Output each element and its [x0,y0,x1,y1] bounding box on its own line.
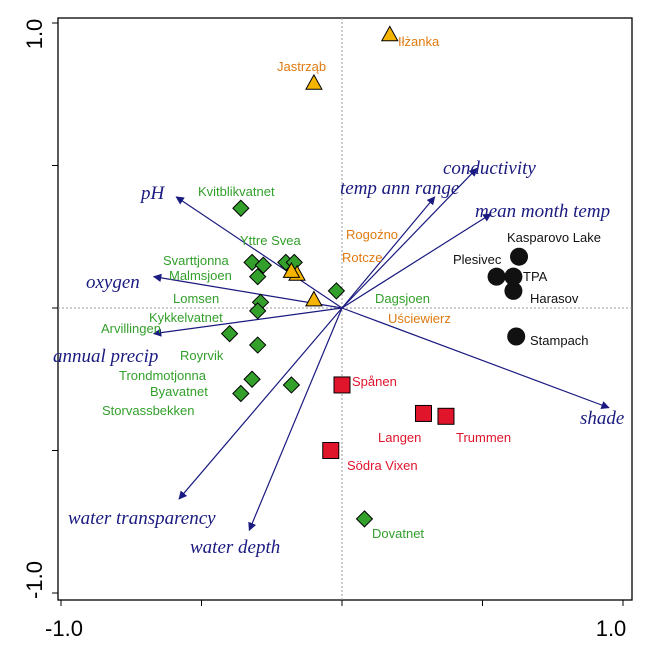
vector-temp-ann-range [341,196,436,309]
plot-frame [57,17,633,601]
point-label-byavatnet: Byavatnet [150,384,208,399]
point-label-lomsen: Lomsen [173,291,219,306]
point-label-tpa: TPA [523,269,548,284]
vector-conductivity [341,167,478,309]
point-unlabeled-0-14 [254,256,273,274]
vector-water-transparency [178,307,343,500]
vector-label-annual-precip: annual precip [53,346,158,367]
point-i-anka [380,25,399,42]
point-label-kasparovo-lake: Kasparovo Lake [507,230,601,245]
point-tpa [504,267,523,286]
point-trondmotjonna [243,370,261,388]
point-label-i-anka: Iłżanka [398,34,440,49]
point-u-ciewierz [305,290,323,307]
point-dagsjoen [327,282,346,300]
vector-label-conductivity: conductivity [443,158,536,179]
point-label-trummen: Trummen [456,430,511,445]
zero-reference-lines [58,18,632,600]
point-label-jastrz-b: Jastrząb [277,59,326,74]
point-byavatnet [232,384,250,403]
point-label-arvillingen: Arvillingen [101,321,161,336]
point-s-dra-vixen [322,442,340,459]
vector-label-temp-ann-range: temp ann range [340,178,459,199]
vector-shade [341,307,610,410]
point-label-u-ciewierz: Uściewierz [388,311,451,326]
point-label-royrvik: Royrvik [180,348,224,363]
point-stampach [507,327,526,346]
axis-ticks [52,22,624,606]
point-label-s-dra-vixen: Södra Vixen [347,458,418,473]
point-royrvik [248,336,267,354]
vector-annual-precip [152,307,343,337]
vector-label-ph: pH [139,183,166,204]
point-label-sp-nen: Spånen [352,374,397,389]
point-langen [414,404,432,422]
point-label-stampach: Stampach [530,333,589,348]
point-jastrz-b [305,73,323,90]
y-tick-label-min: -1.0 [22,561,47,599]
point-label-rotcze: Rotcze [342,250,382,265]
point-rotcze [282,261,301,278]
x-tick-label-max: 1.0 [596,616,627,641]
vector-label-oxygen: oxygen [86,272,140,293]
point-label-storvassbekken: Storvassbekken [102,403,195,418]
point-trummen [437,407,455,425]
point-plesivec [487,267,506,286]
point-malmsjoen [248,267,267,286]
point-harasov [504,281,523,300]
vector-label-water-transparency: water transparency [68,508,216,529]
point-label-kvitblikvatnet: Kvitblikvatnet [198,184,275,199]
point-storvassbekken [282,376,301,394]
vector-label-mean-month-temp: mean month temp [475,201,610,222]
point-kykkelvatnet [248,302,267,320]
point-sp-nen [333,376,351,394]
point-kvitblikvatnet [232,199,250,217]
point-label-malmsjoen: Malmsjoen [169,268,232,283]
point-label-plesivec: Plesivec [453,252,502,267]
vector-label-water-depth: water depth [190,537,280,558]
point-label-dovatnet: Dovatnet [372,526,424,541]
vector-mean-month-temp [341,213,492,309]
point-label-langen: Langen [378,430,421,445]
point-label-kykkelvatnet: Kykkelvatnet [149,310,223,325]
vector-ph [175,196,343,309]
point-label-harasov: Harasov [530,291,579,306]
site-points: Kvitblikvatnet Yttre Svea SvarttjonnaMalms… [101,25,601,541]
point-label-svarttjonna: Svarttjonna [163,253,230,268]
point-label-yttre-svea: Yttre Svea [240,233,301,248]
point-kasparovo-lake [510,247,529,266]
y-tick-label-max: 1.0 [22,19,47,50]
vector-water-depth [248,307,343,532]
x-tick-label-min: -1.0 [45,616,83,641]
point-label-dagsjoen: Dagsjoen [375,291,430,306]
point-dovatnet [355,510,374,528]
point-label-rogo-no: Rogoźno [346,227,398,242]
point-label-trondmotjonna: Trondmotjonna [119,368,207,383]
point-arvillingen [220,324,239,343]
vector-label-shade: shade [580,408,624,429]
